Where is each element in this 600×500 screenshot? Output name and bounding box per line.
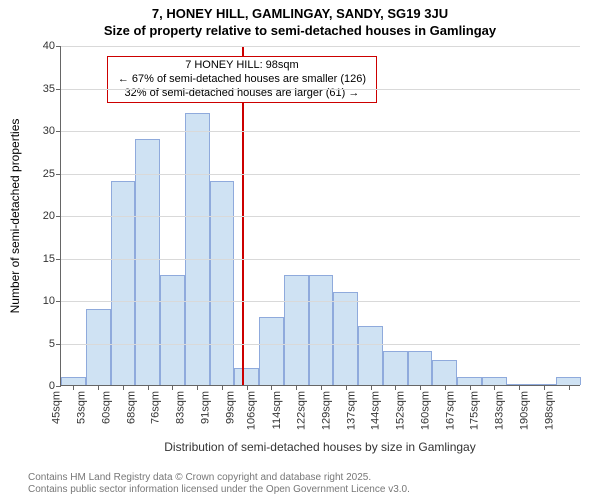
y-tick-label: 25 — [43, 168, 61, 180]
x-tick-label: 167sqm — [444, 391, 456, 430]
histogram-bar — [333, 292, 358, 386]
histogram-bar — [61, 377, 86, 386]
x-tick-mark — [321, 385, 322, 390]
y-tick-label: 35 — [43, 83, 61, 95]
y-tick-label: 20 — [43, 210, 61, 222]
annotation-line-2: ← 67% of semi-detached houses are smalle… — [112, 73, 372, 87]
attribution-line-2: Contains public sector information licen… — [28, 484, 410, 496]
x-tick-label: 83sqm — [175, 391, 187, 424]
y-tick-label: 5 — [49, 338, 61, 350]
x-tick-mark — [172, 385, 173, 390]
gridline — [61, 259, 580, 260]
histogram-bar — [160, 275, 185, 386]
x-tick-label: 183sqm — [494, 391, 506, 430]
y-tick-label: 40 — [43, 40, 61, 52]
histogram-bar — [234, 368, 259, 385]
x-tick-mark — [98, 385, 99, 390]
histogram-bar — [210, 181, 235, 385]
x-tick-label: 144sqm — [370, 391, 382, 430]
chart-title-block: 7, HONEY HILL, GAMLINGAY, SANDY, SG19 3J… — [0, 0, 600, 40]
histogram-bar — [309, 275, 334, 386]
x-tick-mark — [445, 385, 446, 390]
histogram-bar — [284, 275, 309, 386]
x-tick-mark — [222, 385, 223, 390]
gridline — [61, 174, 580, 175]
histogram-bar — [259, 317, 284, 385]
x-tick-label: 106sqm — [246, 391, 258, 430]
x-tick-label: 45sqm — [51, 391, 63, 424]
gridline — [61, 89, 580, 90]
x-tick-mark — [247, 385, 248, 390]
x-tick-label: 129sqm — [320, 391, 332, 430]
gridline — [61, 301, 580, 302]
x-tick-label: 175sqm — [469, 391, 481, 430]
x-tick-mark — [123, 385, 124, 390]
x-tick-label: 190sqm — [518, 391, 530, 430]
x-tick-mark — [470, 385, 471, 390]
y-tick-label: 30 — [43, 125, 61, 137]
x-tick-mark — [296, 385, 297, 390]
annotation-box: 7 HONEY HILL: 98sqm ← 67% of semi-detach… — [107, 56, 377, 103]
x-tick-mark — [494, 385, 495, 390]
gridline — [61, 344, 580, 345]
histogram-bar — [86, 309, 111, 386]
x-tick-label: 122sqm — [295, 391, 307, 430]
x-tick-label: 114sqm — [271, 391, 283, 429]
title-line-1: 7, HONEY HILL, GAMLINGAY, SANDY, SG19 3J… — [0, 6, 600, 23]
x-tick-mark — [569, 385, 570, 390]
y-tick-label: 15 — [43, 253, 61, 265]
x-tick-label: 137sqm — [345, 391, 357, 430]
x-tick-mark — [420, 385, 421, 390]
x-tick-mark — [346, 385, 347, 390]
histogram-bar — [383, 351, 408, 385]
gridline — [61, 131, 580, 132]
x-tick-label: 160sqm — [419, 391, 431, 430]
x-tick-mark — [395, 385, 396, 390]
histogram-bar — [111, 181, 136, 385]
x-tick-mark — [544, 385, 545, 390]
y-tick-label: 10 — [43, 295, 61, 307]
x-tick-mark — [271, 385, 272, 390]
x-tick-label: 60sqm — [100, 391, 112, 424]
title-line-2: Size of property relative to semi-detach… — [0, 23, 600, 40]
histogram-bar — [358, 326, 383, 386]
x-tick-label: 91sqm — [199, 391, 211, 424]
gridline — [61, 46, 580, 47]
x-tick-mark — [73, 385, 74, 390]
x-tick-mark — [371, 385, 372, 390]
gridline — [61, 216, 580, 217]
y-axis-title: Number of semi-detached properties — [8, 46, 22, 386]
annotation-line-1: 7 HONEY HILL: 98sqm — [112, 59, 372, 73]
x-tick-label: 99sqm — [224, 391, 236, 424]
histogram-bar — [408, 351, 433, 385]
x-tick-mark — [519, 385, 520, 390]
attribution: Contains HM Land Registry data © Crown c… — [28, 472, 410, 496]
x-axis-title: Distribution of semi-detached houses by … — [60, 440, 580, 454]
histogram-bar — [432, 360, 457, 386]
attribution-line-1: Contains HM Land Registry data © Crown c… — [28, 472, 410, 484]
histogram-bar — [457, 377, 482, 386]
x-tick-mark — [197, 385, 198, 390]
x-tick-label: 68sqm — [125, 391, 137, 424]
histogram-bar — [482, 377, 507, 386]
x-tick-label: 198sqm — [543, 391, 555, 430]
histogram-bar — [135, 139, 160, 386]
x-tick-label: 76sqm — [150, 391, 162, 424]
chart-plot-area: 7 HONEY HILL: 98sqm ← 67% of semi-detach… — [60, 46, 580, 386]
x-tick-mark — [148, 385, 149, 390]
histogram-bar — [556, 377, 581, 386]
x-tick-label: 53sqm — [76, 391, 88, 424]
x-tick-label: 152sqm — [394, 391, 406, 430]
